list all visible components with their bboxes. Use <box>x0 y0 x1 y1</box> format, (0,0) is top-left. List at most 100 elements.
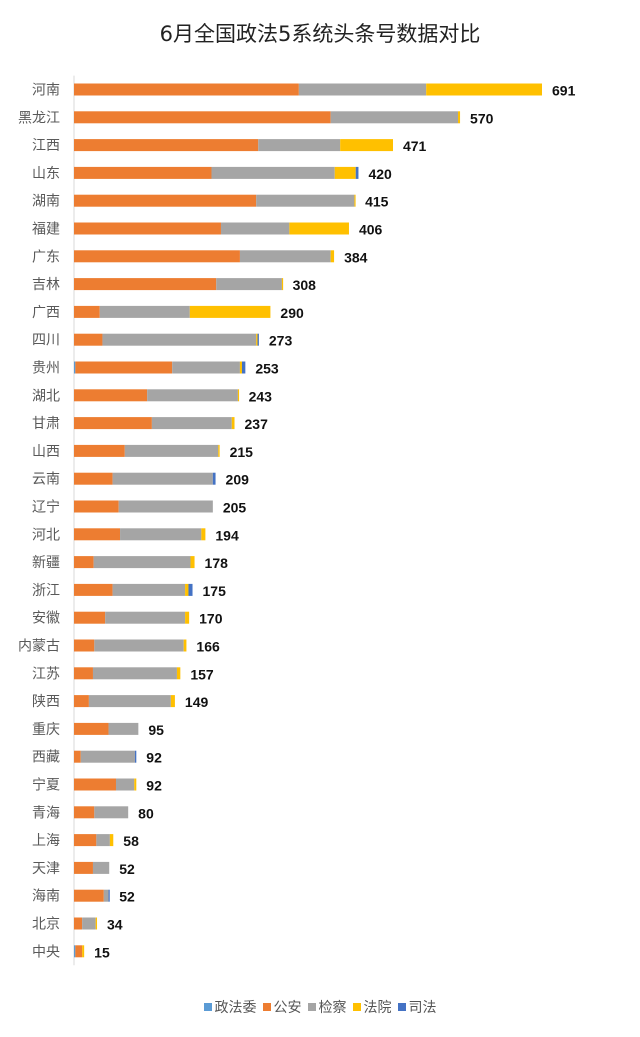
category-label: 北京 <box>32 917 60 933</box>
bar-segment <box>334 166 356 179</box>
bar-segment <box>102 333 257 346</box>
bar-segment <box>185 583 189 596</box>
bar-segment <box>298 83 427 96</box>
legend-label: 检察 <box>318 1000 347 1016</box>
data-label: 273 <box>269 333 293 349</box>
bar-segment <box>74 500 119 513</box>
bar-segment <box>74 639 95 652</box>
data-label: 215 <box>230 444 254 460</box>
bar-segment <box>93 556 191 569</box>
legend-label: 政法委 <box>214 1000 257 1016</box>
bar-segment <box>95 917 98 930</box>
bar-segment <box>241 361 246 374</box>
category-label: 福建 <box>32 222 60 238</box>
bar-segment <box>190 556 195 569</box>
legend-item: 公安 <box>262 997 302 1017</box>
bar-segment <box>74 528 121 541</box>
bar-segment <box>354 194 356 207</box>
bar-segment <box>134 750 137 763</box>
data-label: 52 <box>119 889 135 905</box>
bar-segment <box>151 417 232 430</box>
legend-item: 司法 <box>397 997 437 1017</box>
bar-segment <box>82 945 85 958</box>
bar-segment <box>92 861 110 874</box>
bar-segment <box>176 667 181 680</box>
bar-segment <box>458 111 461 124</box>
data-label: 92 <box>146 750 162 766</box>
bar-segment <box>220 222 290 235</box>
bar-segment <box>74 222 221 235</box>
bar-segment <box>172 361 240 374</box>
chart-title: 6月全国政法5系统头条号数据对比 <box>159 22 481 46</box>
category-label: 浙江 <box>32 583 60 599</box>
bar-segment <box>108 722 139 735</box>
bar-segment <box>74 556 94 569</box>
bar-segment <box>112 472 213 485</box>
data-label: 308 <box>293 277 317 293</box>
category-label: 吉林 <box>32 277 60 293</box>
bar-segment <box>426 83 542 96</box>
bar-segment <box>183 639 187 652</box>
bar-segment <box>74 361 76 374</box>
data-label: 406 <box>359 222 383 238</box>
bar-segment <box>75 945 83 958</box>
bar-segment <box>74 305 100 318</box>
bar-segment <box>105 611 186 624</box>
bar-segment <box>94 639 184 652</box>
bar-segment <box>124 444 219 457</box>
category-label: 西藏 <box>32 750 60 766</box>
bar-segment <box>185 611 190 624</box>
legend-item: 政法委 <box>203 997 257 1017</box>
category-label: 中央 <box>32 944 60 960</box>
category-label: 湖南 <box>32 194 60 210</box>
category-label: 上海 <box>32 833 60 849</box>
bar-segment <box>231 417 235 430</box>
legend-swatch <box>307 1003 316 1011</box>
category-label: 江西 <box>32 138 60 154</box>
data-label: 290 <box>280 305 304 321</box>
legend-swatch <box>352 1003 361 1011</box>
bar-segment <box>147 389 238 402</box>
category-label: 天津 <box>32 861 60 877</box>
category-label: 宁夏 <box>32 777 60 794</box>
bar-segment <box>88 695 171 708</box>
bar-segment <box>92 667 177 680</box>
bar-segment <box>188 583 193 596</box>
bar-segment <box>108 889 110 902</box>
bar-segment <box>134 778 137 791</box>
bar-segment <box>237 389 240 402</box>
bar-segment <box>330 111 459 124</box>
category-label: 江苏 <box>32 666 60 682</box>
bar-segment <box>239 250 331 263</box>
bar-segment <box>103 889 109 902</box>
data-label: 170 <box>199 611 223 627</box>
bar-segment <box>256 194 355 207</box>
category-label: 湖北 <box>32 388 60 404</box>
data-label: 175 <box>203 583 227 599</box>
bar-segment <box>74 861 93 874</box>
category-label: 河南 <box>32 83 60 99</box>
legend-item: 法院 <box>352 997 392 1017</box>
bar-segment <box>109 834 114 847</box>
bar-segment <box>340 139 393 152</box>
data-label: 384 <box>344 249 368 265</box>
bar-segment <box>256 333 258 346</box>
bar-segment <box>74 778 116 791</box>
bar-segment <box>99 305 190 318</box>
bar-segment <box>74 611 106 624</box>
bar-segment <box>281 278 284 291</box>
bar-segment <box>212 472 216 485</box>
category-label: 四川 <box>32 333 60 349</box>
category-label: 黑龙江 <box>18 110 60 126</box>
bar-segment <box>74 278 217 291</box>
bar-segment <box>74 945 76 958</box>
bar-segment <box>218 444 220 457</box>
data-label: 209 <box>226 472 250 488</box>
bar-segment <box>289 222 349 235</box>
legend-label: 司法 <box>408 1000 437 1016</box>
category-label: 河北 <box>32 527 60 543</box>
data-label: 178 <box>205 555 229 571</box>
bar-segment <box>112 583 186 596</box>
bar-segment <box>74 667 93 680</box>
